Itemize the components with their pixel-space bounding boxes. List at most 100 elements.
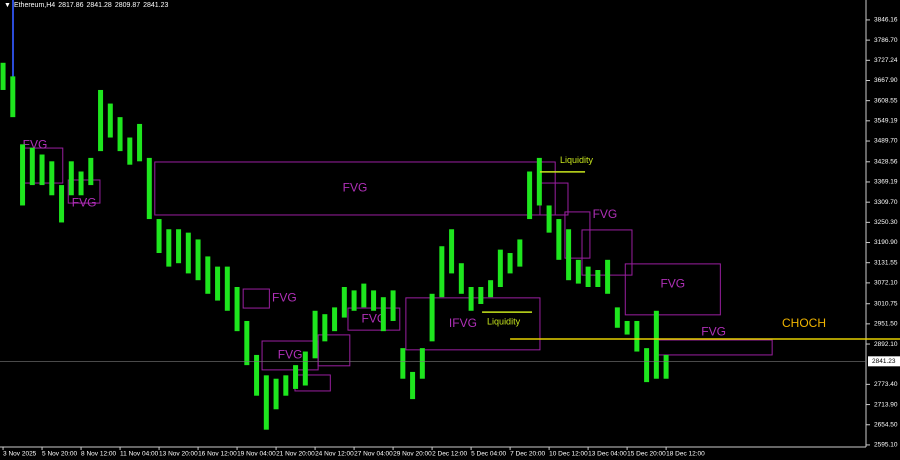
y-tick-label: 2951.50: [874, 321, 898, 328]
price-bar: [429, 293, 435, 342]
price-bar: [419, 348, 425, 379]
price-bar: [195, 239, 201, 281]
x-tick-label: 10 Dec 12:00: [549, 451, 588, 458]
fvg-label: FVG: [23, 138, 48, 152]
y-tick-label: 3846.16: [874, 17, 898, 24]
y-tick-label: 3131.55: [874, 259, 898, 266]
x-tick-label: 3 Nov 2025: [3, 451, 37, 458]
price-bar: [595, 270, 601, 287]
price-bar: [458, 263, 464, 294]
x-tick-label: 15 Dec 20:00: [627, 451, 666, 458]
price-bar: [449, 229, 455, 274]
price-bar: [166, 229, 172, 267]
price-bar: [215, 266, 221, 301]
y-tick-label: 3727.24: [874, 57, 898, 64]
price-bar: [185, 232, 191, 274]
y-tick-label: 3072.10: [874, 280, 898, 287]
price-bar: [224, 266, 230, 311]
price-bar: [244, 320, 250, 366]
x-tick-label: 13 Nov 20:00: [159, 451, 198, 458]
price-bar: [390, 290, 396, 321]
y-tick-label: 3549.19: [874, 118, 898, 125]
fvg-zone: [624, 263, 721, 316]
level-label: Liquidity: [487, 317, 521, 327]
price-bar: [39, 154, 45, 186]
x-tick-label: 24 Nov 12:00: [315, 451, 354, 458]
fvg-zone: [654, 339, 773, 356]
y-tick-label: 3309.70: [874, 199, 898, 206]
x-tick-label: 2 Dec 12:00: [432, 451, 467, 458]
fvg-label: IFVG: [449, 316, 477, 330]
price-bar: [332, 307, 338, 332]
fvg-zone: [539, 182, 569, 216]
level-label: Liquidity: [560, 155, 594, 165]
close: 2841.23: [143, 2, 169, 9]
price-bar: [663, 354, 669, 379]
price-bar: [497, 249, 503, 287]
price-bar: [0, 62, 6, 90]
price-bar: [351, 290, 357, 311]
x-tick-label: 7 Dec 20:00: [510, 451, 545, 458]
price-bar: [88, 157, 94, 186]
level-label: CHOCH: [782, 316, 826, 330]
fvg-label: FVG: [660, 277, 685, 291]
price-bar: [107, 103, 113, 138]
x-tick-label: 5 Nov 20:00: [42, 451, 77, 458]
y-tick-label: 3010.75: [874, 300, 898, 307]
price-bar: [117, 117, 123, 152]
x-tick-label: 11 Nov 04:00: [120, 451, 159, 458]
price-bar: [527, 171, 533, 220]
price-bar: [20, 144, 26, 206]
open: 2817.86: [58, 2, 84, 9]
price-bar: [156, 219, 162, 254]
price-bar: [575, 259, 581, 284]
price-bar: [78, 171, 84, 196]
price-bar: [341, 286, 347, 318]
x-tick-label: 19 Nov 04:00: [237, 451, 276, 458]
x-tick-label: 18 Dec 12:00: [666, 451, 705, 458]
price-bar: [59, 185, 65, 223]
price-bar: [556, 219, 562, 260]
y-tick-label: 2595.10: [874, 442, 898, 449]
y-tick-label: 3369.19: [874, 179, 898, 186]
menu-arrow: ▼: [4, 2, 11, 9]
y-tick-label: 3608.55: [874, 97, 898, 104]
price-bar: [254, 354, 260, 396]
price-tag-label: 2841.23: [872, 358, 896, 365]
fvg-label: FVG: [593, 207, 618, 221]
fvg-zone: [67, 179, 101, 204]
x-tick-label: 27 Nov 04:00: [354, 451, 393, 458]
price-bar: [234, 286, 240, 332]
x-tick-label: 29 Nov 20:00: [393, 451, 432, 458]
high: 2841.28: [86, 2, 112, 9]
price-bar: [478, 286, 484, 304]
price-bar: [322, 314, 328, 342]
symbol: Ethereum,H4: [13, 2, 56, 9]
price-bar: [653, 310, 659, 379]
price-bar: [127, 137, 133, 165]
fvg-zone: [564, 211, 591, 259]
y-tick-label: 3667.90: [874, 77, 898, 84]
price-bar: [273, 378, 279, 410]
price-bar: [205, 256, 211, 294]
price-bar: [263, 375, 269, 430]
fvg-label: FVG: [278, 348, 303, 362]
price-bar: [137, 123, 143, 162]
y-tick-label: 3489.70: [874, 138, 898, 145]
y-tick-label: 3250.30: [874, 219, 898, 226]
fvg-zone: [317, 334, 351, 367]
price-bar: [546, 205, 552, 233]
fvg-label: FVG: [701, 325, 726, 339]
x-tick-label: 13 Dec 04:00: [588, 451, 627, 458]
fvg-zone: [294, 374, 331, 392]
y-tick-label: 2654.50: [874, 421, 898, 428]
price-bar: [146, 157, 152, 220]
price-bar: [634, 320, 640, 352]
price-bar: [283, 375, 289, 396]
price-bar: [624, 320, 630, 335]
price-bar: [605, 259, 611, 294]
y-tick-label: 3786.70: [874, 37, 898, 44]
price-bar: [98, 89, 104, 152]
y-tick-label: 3428.56: [874, 159, 898, 166]
price-bar: [488, 280, 494, 298]
